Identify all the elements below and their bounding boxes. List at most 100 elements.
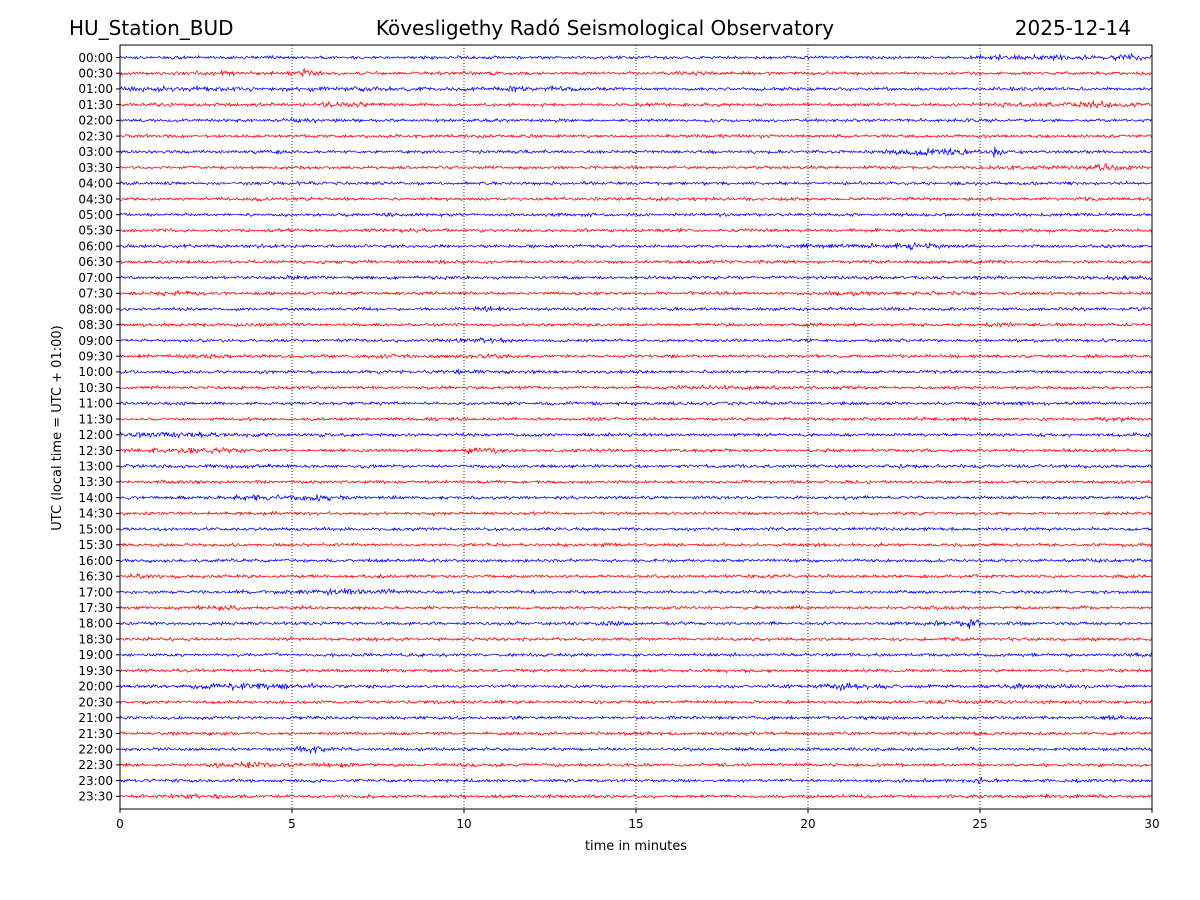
station-name: HU_Station_BUD — [69, 16, 234, 40]
seismogram-trace — [119, 259, 1153, 265]
y-tick-label: 05:00 — [78, 208, 113, 222]
y-tick-label: 11:30 — [78, 412, 113, 426]
seismogram-trace — [119, 682, 1153, 692]
y-tick-label: 05:30 — [78, 224, 113, 238]
y-tick-label: 12:30 — [78, 444, 113, 458]
y-tick-label: 15:00 — [78, 522, 113, 536]
y-tick-label: 10:30 — [78, 381, 113, 395]
x-tick-label: 0 — [116, 817, 124, 831]
y-tick-label: 08:00 — [78, 302, 113, 316]
y-tick-label: 06:00 — [78, 239, 113, 253]
chart-title: Kövesligethy Radó Seismological Observat… — [376, 16, 834, 40]
y-tick-label: 10:00 — [78, 365, 113, 379]
y-tick-label: 18:30 — [78, 632, 113, 646]
y-tick-label: 02:30 — [78, 129, 113, 143]
y-tick-label: 07:30 — [78, 287, 113, 301]
seismogram-trace — [119, 353, 1153, 359]
seismogram-trace — [119, 227, 1153, 234]
y-tick-label: 14:30 — [78, 507, 113, 521]
y-tick-label: 03:30 — [78, 161, 113, 175]
y-tick-label: 13:00 — [78, 460, 113, 474]
seismogram-trace — [119, 416, 1153, 423]
seismogram-trace — [119, 604, 1153, 611]
y-tick-label: 09:30 — [78, 349, 113, 363]
x-tick-label: 20 — [800, 817, 815, 831]
y-tick-label: 02:00 — [78, 114, 113, 128]
x-tick-label: 10 — [456, 817, 471, 831]
seismogram-trace — [119, 133, 1153, 139]
seismogram-trace — [119, 305, 1153, 313]
seismogram-trace — [119, 618, 1153, 630]
seismogram-trace — [119, 573, 1153, 579]
seismogram-trace — [119, 510, 1153, 517]
seismogram-trace — [119, 447, 1153, 455]
vertical-grid — [291, 45, 981, 809]
y-tick-label: 01:00 — [78, 82, 113, 96]
seismogram-trace — [119, 558, 1153, 563]
x-axis-ticks: 0 5 10 15 20 25 30 — [116, 809, 1160, 831]
x-tick-label: 30 — [1144, 817, 1159, 831]
y-tick-label: 06:30 — [78, 255, 113, 269]
seismogram-trace — [119, 761, 1153, 769]
y-tick-label: 16:30 — [78, 570, 113, 584]
seismogram-trace — [119, 337, 1153, 344]
y-tick-label: 22:30 — [78, 758, 113, 772]
seismogram-trace — [119, 242, 1153, 251]
y-tick-label: 17:30 — [78, 601, 113, 615]
seismogram-trace — [119, 714, 1153, 721]
seismogram-trace — [120, 274, 1153, 281]
seismogram-trace — [119, 384, 1153, 391]
seismogram-trace — [119, 699, 1153, 705]
seismogram-trace — [119, 180, 1153, 186]
x-tick-label: 25 — [972, 817, 987, 831]
seismogram-trace — [119, 117, 1153, 124]
y-tick-label: 22:00 — [78, 742, 113, 756]
seismogram-trace — [119, 85, 1153, 93]
trace-rows — [119, 53, 1153, 800]
seismogram-trace — [119, 636, 1153, 642]
y-tick-label: 17:00 — [78, 585, 113, 599]
y-axis-label: UTC (local time = UTC + 01:00) — [50, 325, 65, 530]
y-tick-label: 19:30 — [78, 664, 113, 678]
seismogram-trace — [119, 668, 1153, 674]
seismogram-trace — [119, 777, 1153, 785]
y-tick-label: 20:00 — [78, 680, 113, 694]
y-tick-label: 13:30 — [78, 475, 113, 489]
seismogram-trace — [119, 400, 1153, 406]
y-tick-label: 21:00 — [78, 711, 113, 725]
y-tick-label: 03:00 — [78, 145, 113, 159]
x-tick-label: 5 — [288, 817, 296, 831]
seismogram-trace — [119, 652, 1153, 658]
seismogram-trace — [119, 479, 1153, 485]
y-tick-label: 21:30 — [78, 727, 113, 741]
y-tick-label: 23:30 — [78, 790, 113, 804]
seismogram-trace — [119, 163, 1153, 171]
seismogram-trace — [119, 68, 1153, 77]
y-tick-label: 07:00 — [78, 271, 113, 285]
y-tick-label: 09:00 — [78, 334, 113, 348]
x-tick-label: 15 — [628, 817, 643, 831]
y-tick-label: 08:30 — [78, 318, 113, 332]
seismogram-trace — [119, 588, 1153, 596]
y-tick-label: 04:30 — [78, 192, 113, 206]
y-tick-label: 04:00 — [78, 177, 113, 191]
seismogram-trace — [119, 53, 1153, 62]
seismogram-trace — [119, 368, 1153, 375]
y-tick-label: 19:00 — [78, 648, 113, 662]
seismogram-trace — [119, 542, 1153, 548]
seismogram-trace — [119, 793, 1153, 800]
x-axis-label: time in minutes — [585, 839, 687, 854]
y-tick-label: 18:00 — [78, 617, 113, 631]
seismogram-trace — [119, 212, 1153, 218]
y-tick-label: 20:30 — [78, 695, 113, 709]
seismogram-trace — [119, 526, 1153, 532]
y-tick-label: 00:00 — [78, 51, 113, 65]
y-tick-label: 11:00 — [78, 397, 113, 411]
seismogram-trace — [119, 745, 1153, 754]
seismogram-trace — [119, 431, 1153, 439]
y-tick-label: 00:30 — [78, 67, 113, 81]
y-tick-label: 01:30 — [78, 98, 113, 112]
y-tick-label: 23:00 — [78, 774, 113, 788]
